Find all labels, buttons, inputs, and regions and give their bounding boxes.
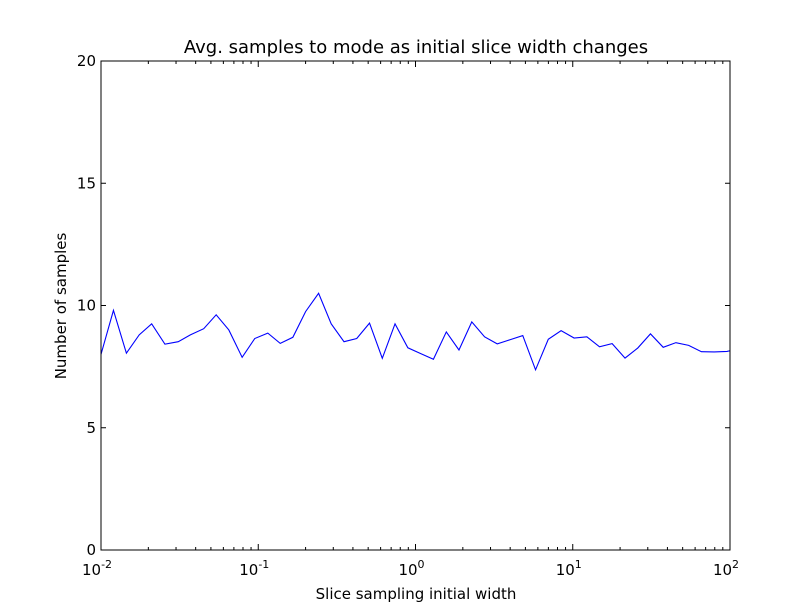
x-tick-label: 10-2 — [82, 558, 112, 579]
y-tick-label: 0 — [86, 541, 96, 559]
y-tick-label: 15 — [77, 174, 96, 192]
y-tick-label: 5 — [86, 419, 96, 437]
x-tick-label: 100 — [398, 558, 424, 579]
plot-area: 0 5 10 15 20 10-2 10-1 100 101 102 — [77, 52, 739, 579]
y-tick-label: 20 — [77, 52, 96, 70]
x-tick-label: 102 — [713, 558, 739, 579]
x-tick-label: 101 — [556, 558, 582, 579]
y-axis-label: Number of samples — [52, 233, 70, 380]
y-tick-label: 10 — [77, 297, 96, 315]
series-line-0 — [100, 292, 731, 372]
chart-title: Avg. samples to mode as initial slice wi… — [184, 37, 648, 58]
x-tick-label: 10-1 — [239, 558, 269, 579]
x-axis-label: Slice sampling initial width — [316, 585, 517, 603]
